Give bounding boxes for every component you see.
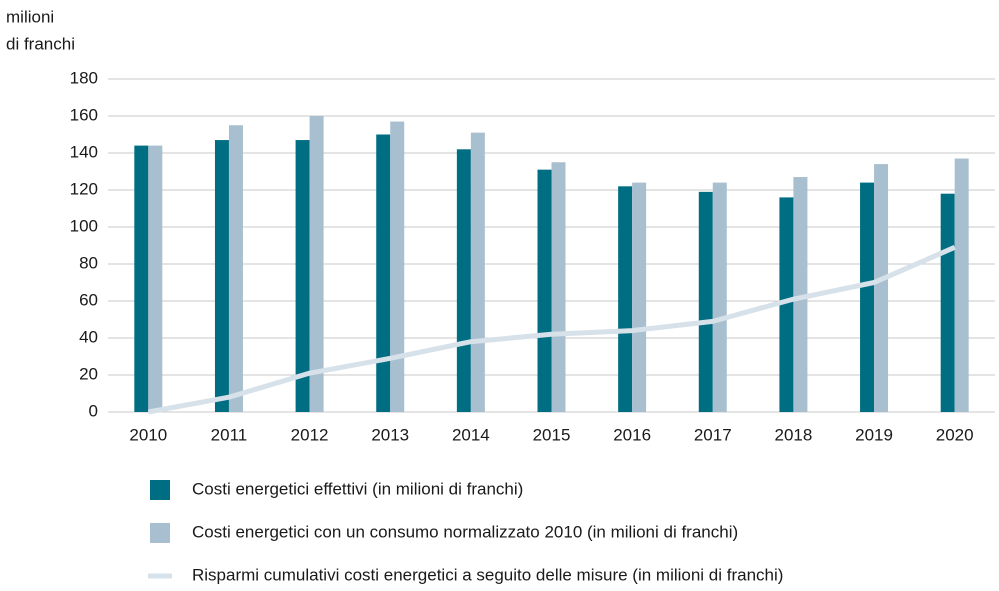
x-tick-label: 2014 [452,425,490,444]
legend-label: Costi energetici con un consumo normaliz… [192,522,738,541]
y-axis-label: milioni [6,7,54,26]
bar [470,132,485,412]
bar [295,140,310,413]
legend-label: Risparmi cumulativi costi energetici a s… [192,565,783,584]
bar [148,145,163,412]
bar [309,116,324,412]
bar [551,162,566,412]
line-series [147,245,956,415]
x-tick-label: 2015 [533,425,571,444]
bar [618,186,633,412]
y-axis-label: di franchi [6,34,75,53]
bar [376,134,391,412]
y-tick-label: 140 [70,142,98,161]
bar [793,177,808,412]
bar [954,158,969,412]
legend-swatch [150,523,170,543]
legend-swatch [150,480,170,500]
bar [134,145,149,412]
bar [214,140,229,413]
x-tick-label: 2019 [855,425,893,444]
x-tick-label: 2012 [291,425,329,444]
bar [228,125,243,412]
bar [940,193,955,412]
y-tick-label: 160 [70,105,98,124]
y-tick-label: 20 [79,364,98,383]
bar [632,182,647,412]
x-tick-label: 2016 [613,425,651,444]
bar [390,121,405,413]
y-tick-label: 80 [79,253,98,272]
y-tick-label: 60 [79,290,98,309]
bar [537,169,552,412]
y-tick-label: 100 [70,216,98,235]
x-tick-label: 2020 [936,425,974,444]
x-tick-label: 2013 [371,425,409,444]
bar [874,164,889,412]
x-tick-label: 2011 [211,425,248,444]
legend-label: Costi energetici effettivi (in milioni d… [192,479,523,498]
bar [860,182,875,412]
bar [779,197,794,412]
y-tick-label: 0 [89,401,98,420]
x-tick-label: 2010 [129,425,167,444]
x-tick-label: 2018 [774,425,812,444]
y-tick-label: 180 [70,68,98,87]
x-tick-label: 2017 [694,425,732,444]
bar [698,191,713,412]
y-tick-label: 40 [79,327,98,346]
y-tick-label: 120 [70,179,98,198]
bar [712,182,727,412]
bar [456,149,471,413]
